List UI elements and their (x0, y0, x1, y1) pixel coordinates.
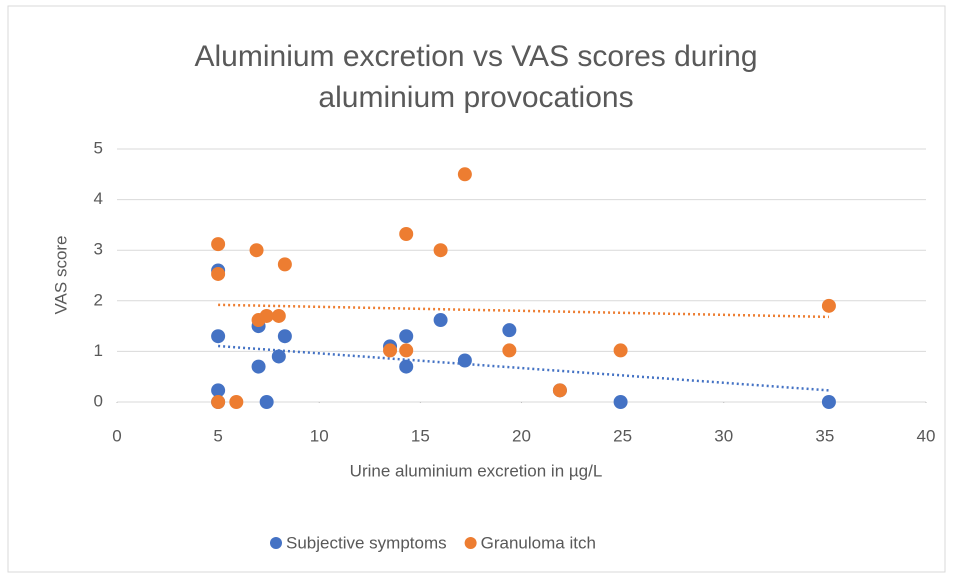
point (821, 298, 836, 313)
point (613, 343, 628, 358)
x-axis-label: Urine aluminium excretion in µg/L (350, 461, 603, 480)
x-tick-label: 25 (613, 426, 632, 445)
point (211, 237, 226, 252)
trendline (218, 303, 829, 319)
point (502, 323, 517, 338)
point (211, 383, 226, 398)
legend-label: Subjective symptoms (286, 533, 447, 552)
point (457, 167, 472, 182)
point (211, 395, 226, 409)
point (457, 353, 472, 368)
point (229, 395, 244, 409)
point (271, 308, 286, 323)
point (211, 329, 226, 344)
point (433, 243, 448, 258)
chart-border (7, 5, 946, 573)
y-tick-label: 4 (94, 189, 103, 208)
x-tick-label: 30 (714, 426, 733, 445)
point (433, 313, 448, 328)
legend-label: Granuloma itch (481, 533, 596, 552)
x-tick-label: 0 (112, 426, 121, 445)
x-tick-label: 20 (512, 426, 531, 445)
point (259, 308, 274, 323)
point (502, 343, 517, 358)
point (277, 329, 292, 344)
chart-title: Aluminium excretion vs VAS scores during… (194, 40, 758, 114)
y-tick-label: 5 (94, 138, 103, 157)
y-tick-label: 1 (94, 341, 103, 360)
point (249, 243, 264, 258)
y-tick-label: 2 (94, 290, 103, 309)
point (399, 227, 414, 242)
point (821, 395, 836, 409)
y-tick-label: 0 (94, 391, 103, 410)
point (552, 383, 567, 398)
point (251, 359, 266, 374)
y-axis-label: VAS score (51, 235, 70, 314)
point (271, 349, 286, 364)
x-tick-label: 15 (411, 426, 430, 445)
point (613, 395, 628, 409)
point (383, 343, 398, 358)
legend-marker (464, 537, 477, 549)
y-tick-label: 3 (94, 240, 103, 259)
x-tick-label: 5 (213, 426, 222, 445)
point (211, 266, 226, 281)
x-tick-label: 40 (917, 426, 936, 445)
point (259, 395, 274, 409)
trendline (218, 344, 830, 392)
x-tick-label: 35 (815, 426, 834, 445)
x-tick-label: 10 (310, 426, 329, 445)
point (277, 257, 292, 272)
point (399, 343, 414, 358)
legend-marker (270, 537, 282, 549)
point (399, 329, 414, 344)
point (399, 359, 414, 374)
